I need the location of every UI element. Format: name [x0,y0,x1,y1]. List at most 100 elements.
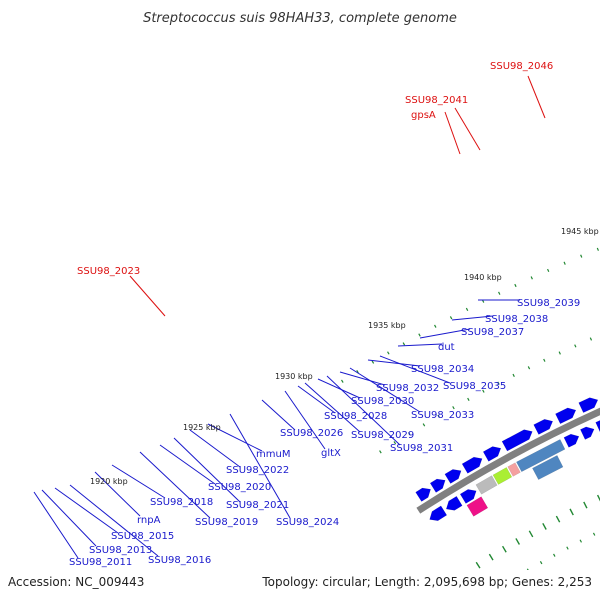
gene-label[interactable]: SSU98_2021 [226,500,289,511]
ring-dot-mark [583,501,588,509]
gene-feature[interactable] [459,489,477,504]
gene-feature[interactable] [563,433,580,448]
gene-label[interactable]: SSU98_2020 [208,482,271,493]
gene-feature[interactable] [501,429,533,452]
ring-dot-mark [408,432,411,436]
accession-text: Accession: NC_009443 [8,575,144,589]
leader-line [69,484,159,557]
ring-dot-mark [465,307,469,312]
leader-line [189,429,241,468]
gene-label-highlighted[interactable]: SSU98_2046 [490,61,553,72]
dot-rings [341,247,600,570]
ring-dot-mark [452,406,455,410]
gene-label[interactable]: mmuM [256,449,290,460]
ring-dot-mark [437,414,440,418]
ring-dot-mark [514,283,517,288]
gene-feature[interactable] [482,446,502,462]
ring-dot-mark [422,423,426,427]
gene-label-highlighted[interactable]: SSU98_2041 [405,95,468,106]
gene-label[interactable]: SSU98_2019 [195,517,258,528]
tick-label-1935: 1935 kbp [368,321,406,330]
gene-label[interactable]: SSU98_2034 [411,364,474,375]
gene-feature[interactable] [475,475,498,495]
gene-feature[interactable] [429,505,448,521]
leader-line [527,75,546,119]
gene-feature[interactable] [507,462,521,477]
ring-dot-mark [418,333,421,337]
ring-dot-mark [547,268,550,273]
gene-label-highlighted[interactable]: SSU98_2023 [77,266,140,277]
label-leader-lines [33,75,546,559]
ring-dot-mark [539,560,543,565]
gene-feature[interactable] [555,407,577,425]
gene-feature[interactable] [444,469,462,484]
tick-label-1930: 1930 kbp [275,372,313,381]
gene-label[interactable]: SSU98_2018 [150,497,213,508]
leader-line [339,371,386,386]
leader-line [111,464,166,499]
leader-line [379,355,451,384]
gene-feature[interactable] [461,456,483,474]
gene-label[interactable]: SSU98_2032 [376,383,439,394]
gene-label[interactable]: SSU98_2013 [89,545,152,556]
gene-label[interactable]: SSU98_2038 [485,314,548,325]
ring-dot-mark [449,316,453,320]
summary-text: Topology: circular; Length: 2,095,698 bp… [261,575,592,589]
gene-feature[interactable] [595,420,600,433]
leader-line [317,378,361,399]
tick-label-1920: 1920 kbp [90,477,128,486]
ring-dot-mark [569,508,574,516]
leader-line [284,390,326,450]
gene-label[interactable]: rnpA [137,515,161,526]
ring-dot-mark [434,324,437,328]
ring-dot-mark [558,351,561,355]
gene-feature[interactable] [580,426,595,440]
leader-line [229,413,291,519]
gene-features [415,397,600,521]
gene-label[interactable]: SSU98_2022 [226,465,289,476]
gene-label[interactable]: SSU98_2037 [461,327,524,338]
ring-dot-mark [580,254,583,258]
leader-line [41,489,97,547]
gene-label[interactable]: SSU98_2030 [351,396,414,407]
gene-label[interactable]: SSU98_2035 [443,381,506,392]
gene-feature[interactable] [466,496,489,517]
gene-feature[interactable] [415,487,431,502]
ring-dot-mark [596,247,599,251]
ring-dot-mark [475,561,481,569]
leader-line [139,451,211,519]
leader-line [173,437,241,503]
gene-feature[interactable] [578,397,599,413]
gene-feature[interactable] [429,478,446,493]
ring-dot-mark [341,379,344,383]
gene-label[interactable]: SSU98_2029 [351,430,414,441]
ring-dot-mark [526,568,529,570]
gene-label[interactable]: SSU98_2026 [280,428,343,439]
gene-label[interactable]: SSU98_2016 [148,555,211,566]
ring-dot-mark [488,553,494,561]
gene-label[interactable]: SSU98_2011 [69,557,132,568]
gene-label[interactable]: SSU98_2028 [324,411,387,422]
gene-feature[interactable] [445,495,463,511]
leader-line [54,487,119,534]
leader-line [326,375,401,446]
gene-label[interactable]: SSU98_2024 [276,517,339,528]
gene-feature[interactable] [532,455,564,481]
gene-label[interactable]: SSU98_2015 [111,531,174,542]
gene-label[interactable]: SSU98_2039 [517,298,580,309]
gene-feature[interactable] [492,467,513,485]
ring-dot-mark [515,538,521,545]
gene-feature[interactable] [516,439,566,473]
gene-feature[interactable] [533,418,554,435]
gene-label[interactable]: SSU98_2031 [390,443,453,454]
gene-label[interactable]: gltX [321,448,341,459]
gene-label-highlighted[interactable]: gpsA [411,110,436,121]
leader-line [33,491,79,559]
gene-label[interactable]: dut [438,342,455,353]
leader-line [207,423,263,452]
ring-dot-mark [553,553,556,557]
gene-label[interactable]: SSU98_2033 [411,410,474,421]
ring-dot-mark [542,523,547,530]
